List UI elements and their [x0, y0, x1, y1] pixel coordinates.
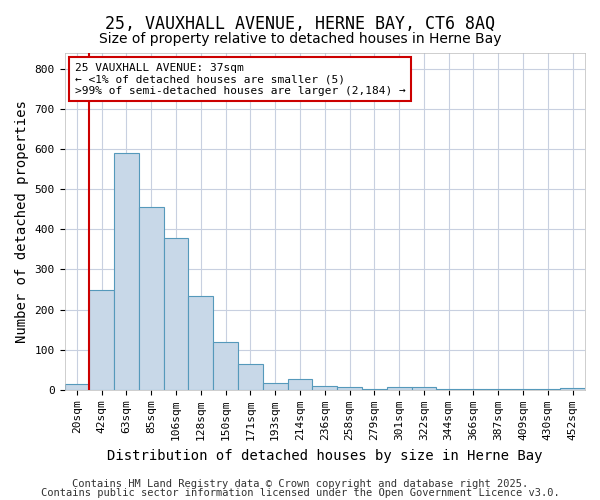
Bar	[511, 389, 535, 390]
Y-axis label: Number of detached properties: Number of detached properties	[15, 100, 29, 342]
Bar	[412, 386, 436, 390]
Bar	[560, 388, 585, 390]
Bar	[65, 384, 89, 390]
Bar	[461, 388, 486, 390]
Bar	[89, 290, 114, 390]
Bar	[362, 388, 387, 390]
Text: 25, VAUXHALL AVENUE, HERNE BAY, CT6 8AQ: 25, VAUXHALL AVENUE, HERNE BAY, CT6 8AQ	[105, 15, 495, 33]
Bar	[387, 386, 412, 390]
Text: Contains HM Land Registry data © Crown copyright and database right 2025.: Contains HM Land Registry data © Crown c…	[72, 479, 528, 489]
X-axis label: Distribution of detached houses by size in Herne Bay: Distribution of detached houses by size …	[107, 448, 542, 462]
Bar	[139, 207, 164, 390]
Bar	[164, 238, 188, 390]
Bar	[213, 342, 238, 390]
Bar	[535, 389, 560, 390]
Bar	[337, 386, 362, 390]
Text: 25 VAUXHALL AVENUE: 37sqm
← <1% of detached houses are smaller (5)
>99% of semi-: 25 VAUXHALL AVENUE: 37sqm ← <1% of detac…	[75, 62, 406, 96]
Bar	[436, 389, 461, 390]
Text: Contains public sector information licensed under the Open Government Licence v3: Contains public sector information licen…	[41, 488, 559, 498]
Bar	[287, 378, 313, 390]
Text: Size of property relative to detached houses in Herne Bay: Size of property relative to detached ho…	[99, 32, 501, 46]
Bar	[188, 296, 213, 390]
Bar	[114, 153, 139, 390]
Bar	[486, 389, 511, 390]
Bar	[263, 382, 287, 390]
Bar	[313, 386, 337, 390]
Bar	[238, 364, 263, 390]
